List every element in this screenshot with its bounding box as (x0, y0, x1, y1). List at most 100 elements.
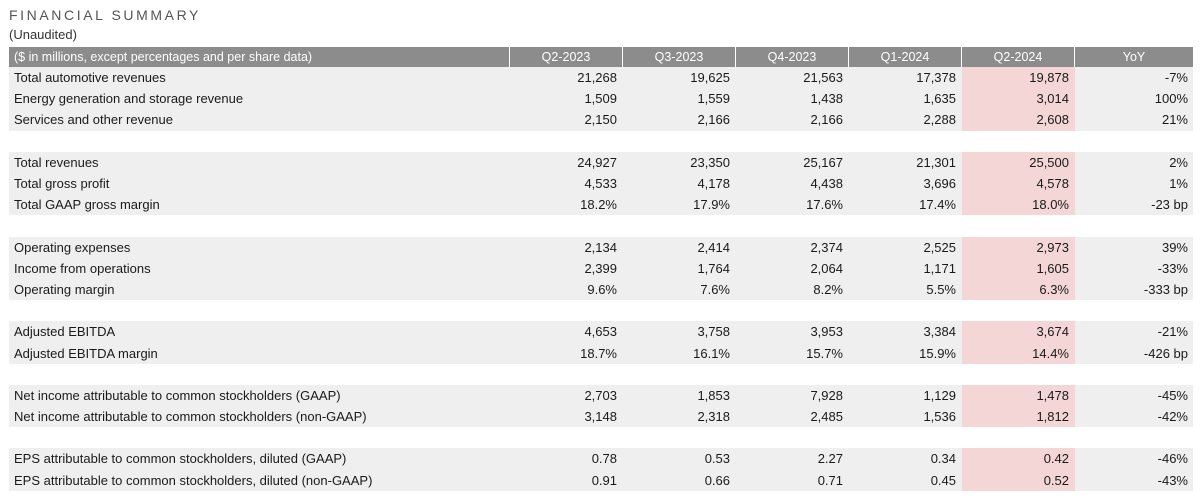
page-subtitle: (Unaudited) (9, 27, 77, 42)
cell-yoy: 1% (1169, 176, 1188, 192)
cell-q2-2024: 1,478 (962, 384, 1075, 406)
header-col-q2-2023: Q2-2023 (510, 47, 623, 67)
cell-q2-2023: 18.7% (580, 345, 617, 361)
cell-q1-2024: 17.4% (919, 197, 956, 213)
cell-q2-2024: 25,500 (962, 151, 1075, 173)
cell-q2-2023: 0.78 (591, 451, 617, 467)
cell-yoy: -33% (1157, 260, 1188, 276)
header-col-q1-2024: Q1-2024 (849, 47, 962, 67)
cell-q3-2023: 1,764 (697, 260, 730, 276)
cell-q3-2023: 2,166 (697, 112, 730, 128)
cell-q2-2024: 0.42 (962, 448, 1075, 470)
cell-q2-2023: 9.6% (587, 281, 617, 297)
cell-q2-2023: 21,268 (577, 70, 617, 86)
row-label: Net income attributable to common stockh… (14, 409, 367, 425)
table-row: Income from operations 2,399 1,764 2,064 1,1… (9, 257, 1193, 279)
cell-yoy: -45% (1157, 387, 1188, 403)
cell-q4-2023: 17.6% (806, 197, 843, 213)
row-label: Total GAAP gross margin (14, 197, 160, 213)
cell-q4-2023: 4,438 (810, 176, 843, 192)
cell-q4-2023: 2,064 (810, 260, 843, 276)
cell-q4-2023: 2.27 (817, 451, 843, 467)
table-row: Total revenues 24,927 23,350 25,167 21,301 25… (9, 151, 1193, 173)
header-col-q2-2024: Q2-2024 (962, 47, 1075, 67)
cell-q3-2023: 7.6% (700, 281, 730, 297)
table-row: Operating expenses 2,134 2,414 2,374 2,525 2,… (9, 236, 1193, 258)
cell-q2-2024: 2,973 (962, 236, 1075, 258)
cell-q1-2024: 15.9% (919, 345, 956, 361)
table-row: EPS attributable to common stockholders,… (9, 469, 1193, 491)
cell-q3-2023: 2,318 (697, 409, 730, 425)
cell-q2-2024: 18.0% (962, 194, 1075, 216)
row-label: Adjusted EBITDA (14, 324, 116, 340)
cell-yoy: -426 bp (1143, 345, 1188, 361)
cell-q2-2023: 24,927 (577, 154, 617, 170)
table-row: Adjusted EBITDA margin 18.7% 16.1% 15.7% 15.… (9, 342, 1193, 364)
financial-summary-table: ($ in millions, except percentages and p… (9, 47, 1193, 491)
table-row: Services and other revenue 2,150 2,166 2,16… (9, 109, 1193, 131)
row-label: EPS attributable to common stockholders,… (14, 451, 347, 467)
cell-q2-2024: 14.4% (962, 342, 1075, 364)
table-row: Operating margin 9.6% 7.6% 8.2% 5.5% 6.3% -333… (9, 278, 1193, 301)
cell-q1-2024: 0.34 (930, 451, 956, 467)
cell-q2-2023: 4,653 (584, 324, 617, 340)
page-title: FINANCIAL SUMMARY (9, 7, 201, 23)
cell-q3-2023: 16.1% (693, 345, 730, 361)
cell-q1-2024: 5.5% (926, 281, 956, 297)
header-col-q3-2023: Q3-2023 (623, 47, 736, 67)
cell-q1-2024: 21,301 (916, 154, 956, 170)
row-label: Net income attributable to common stockh… (14, 387, 341, 403)
row-label: Operating margin (14, 281, 115, 297)
cell-q1-2024: 17,378 (916, 70, 956, 86)
row-spacer (9, 300, 1193, 322)
cell-yoy: 39% (1161, 239, 1188, 255)
cell-q3-2023: 4,178 (697, 176, 730, 192)
cell-yoy: 21% (1161, 112, 1188, 128)
cell-yoy: -333 bp (1143, 281, 1188, 297)
cell-q2-2024: 3,014 (962, 88, 1075, 110)
cell-q4-2023: 2,374 (810, 239, 843, 255)
cell-q2-2024: 0.52 (962, 469, 1075, 491)
cell-q2-2023: 4,533 (584, 176, 617, 192)
cell-q2-2024: 3,674 (962, 321, 1075, 343)
cell-q3-2023: 0.53 (704, 451, 730, 467)
table-row: Adjusted EBITDA 4,653 3,758 3,953 3,384 3,674… (9, 321, 1193, 343)
cell-q2-2023: 2,134 (584, 239, 617, 255)
table-row: Total GAAP gross margin 18.2% 17.9% 17.6% 17… (9, 194, 1193, 216)
row-label: Adjusted EBITDA margin (14, 345, 158, 361)
cell-q3-2023: 1,853 (697, 387, 730, 403)
cell-q4-2023: 15.7% (806, 345, 843, 361)
header-col-yoy: YoY (1122, 50, 1146, 64)
cell-q2-2023: 3,148 (584, 409, 617, 425)
row-label: Total automotive revenues (14, 70, 166, 86)
row-label: Income from operations (14, 260, 151, 276)
cell-q3-2023: 23,350 (690, 154, 730, 170)
cell-q1-2024: 2,288 (923, 112, 956, 128)
cell-q1-2024: 0.45 (930, 472, 956, 488)
row-label: Operating expenses (14, 239, 131, 255)
table-row: Net income attributable to common stockh… (9, 406, 1193, 428)
cell-q2-2023: 2,150 (584, 112, 617, 128)
cell-q2-2024: 19,878 (962, 67, 1075, 89)
cell-q2-2024: 1,605 (962, 257, 1075, 279)
cell-yoy: 2% (1169, 154, 1188, 170)
cell-q2-2024: 2,608 (962, 109, 1075, 131)
cell-q1-2024: 3,696 (923, 176, 956, 192)
cell-q4-2023: 7,928 (810, 387, 843, 403)
cell-q2-2024: 6.3% (962, 278, 1075, 301)
row-spacer (9, 215, 1193, 237)
row-label: Energy generation and storage revenue (14, 91, 244, 107)
cell-q4-2023: 2,166 (810, 112, 843, 128)
table-row: Total gross profit 4,533 4,178 4,438 3,696 4,… (9, 172, 1193, 195)
cell-q4-2023: 0.71 (817, 472, 843, 488)
cell-yoy: 100% (1154, 91, 1188, 107)
cell-q1-2024: 1,536 (923, 409, 956, 425)
cell-q2-2024: 1,812 (962, 406, 1075, 428)
row-spacer (9, 363, 1193, 385)
cell-q4-2023: 3,953 (810, 324, 843, 340)
cell-yoy: -21% (1157, 324, 1188, 340)
row-label: Total gross profit (14, 176, 110, 192)
cell-q4-2023: 1,438 (810, 91, 843, 107)
header-label: ($ in millions, except percentages and p… (9, 47, 510, 67)
cell-yoy: -7% (1164, 70, 1188, 86)
